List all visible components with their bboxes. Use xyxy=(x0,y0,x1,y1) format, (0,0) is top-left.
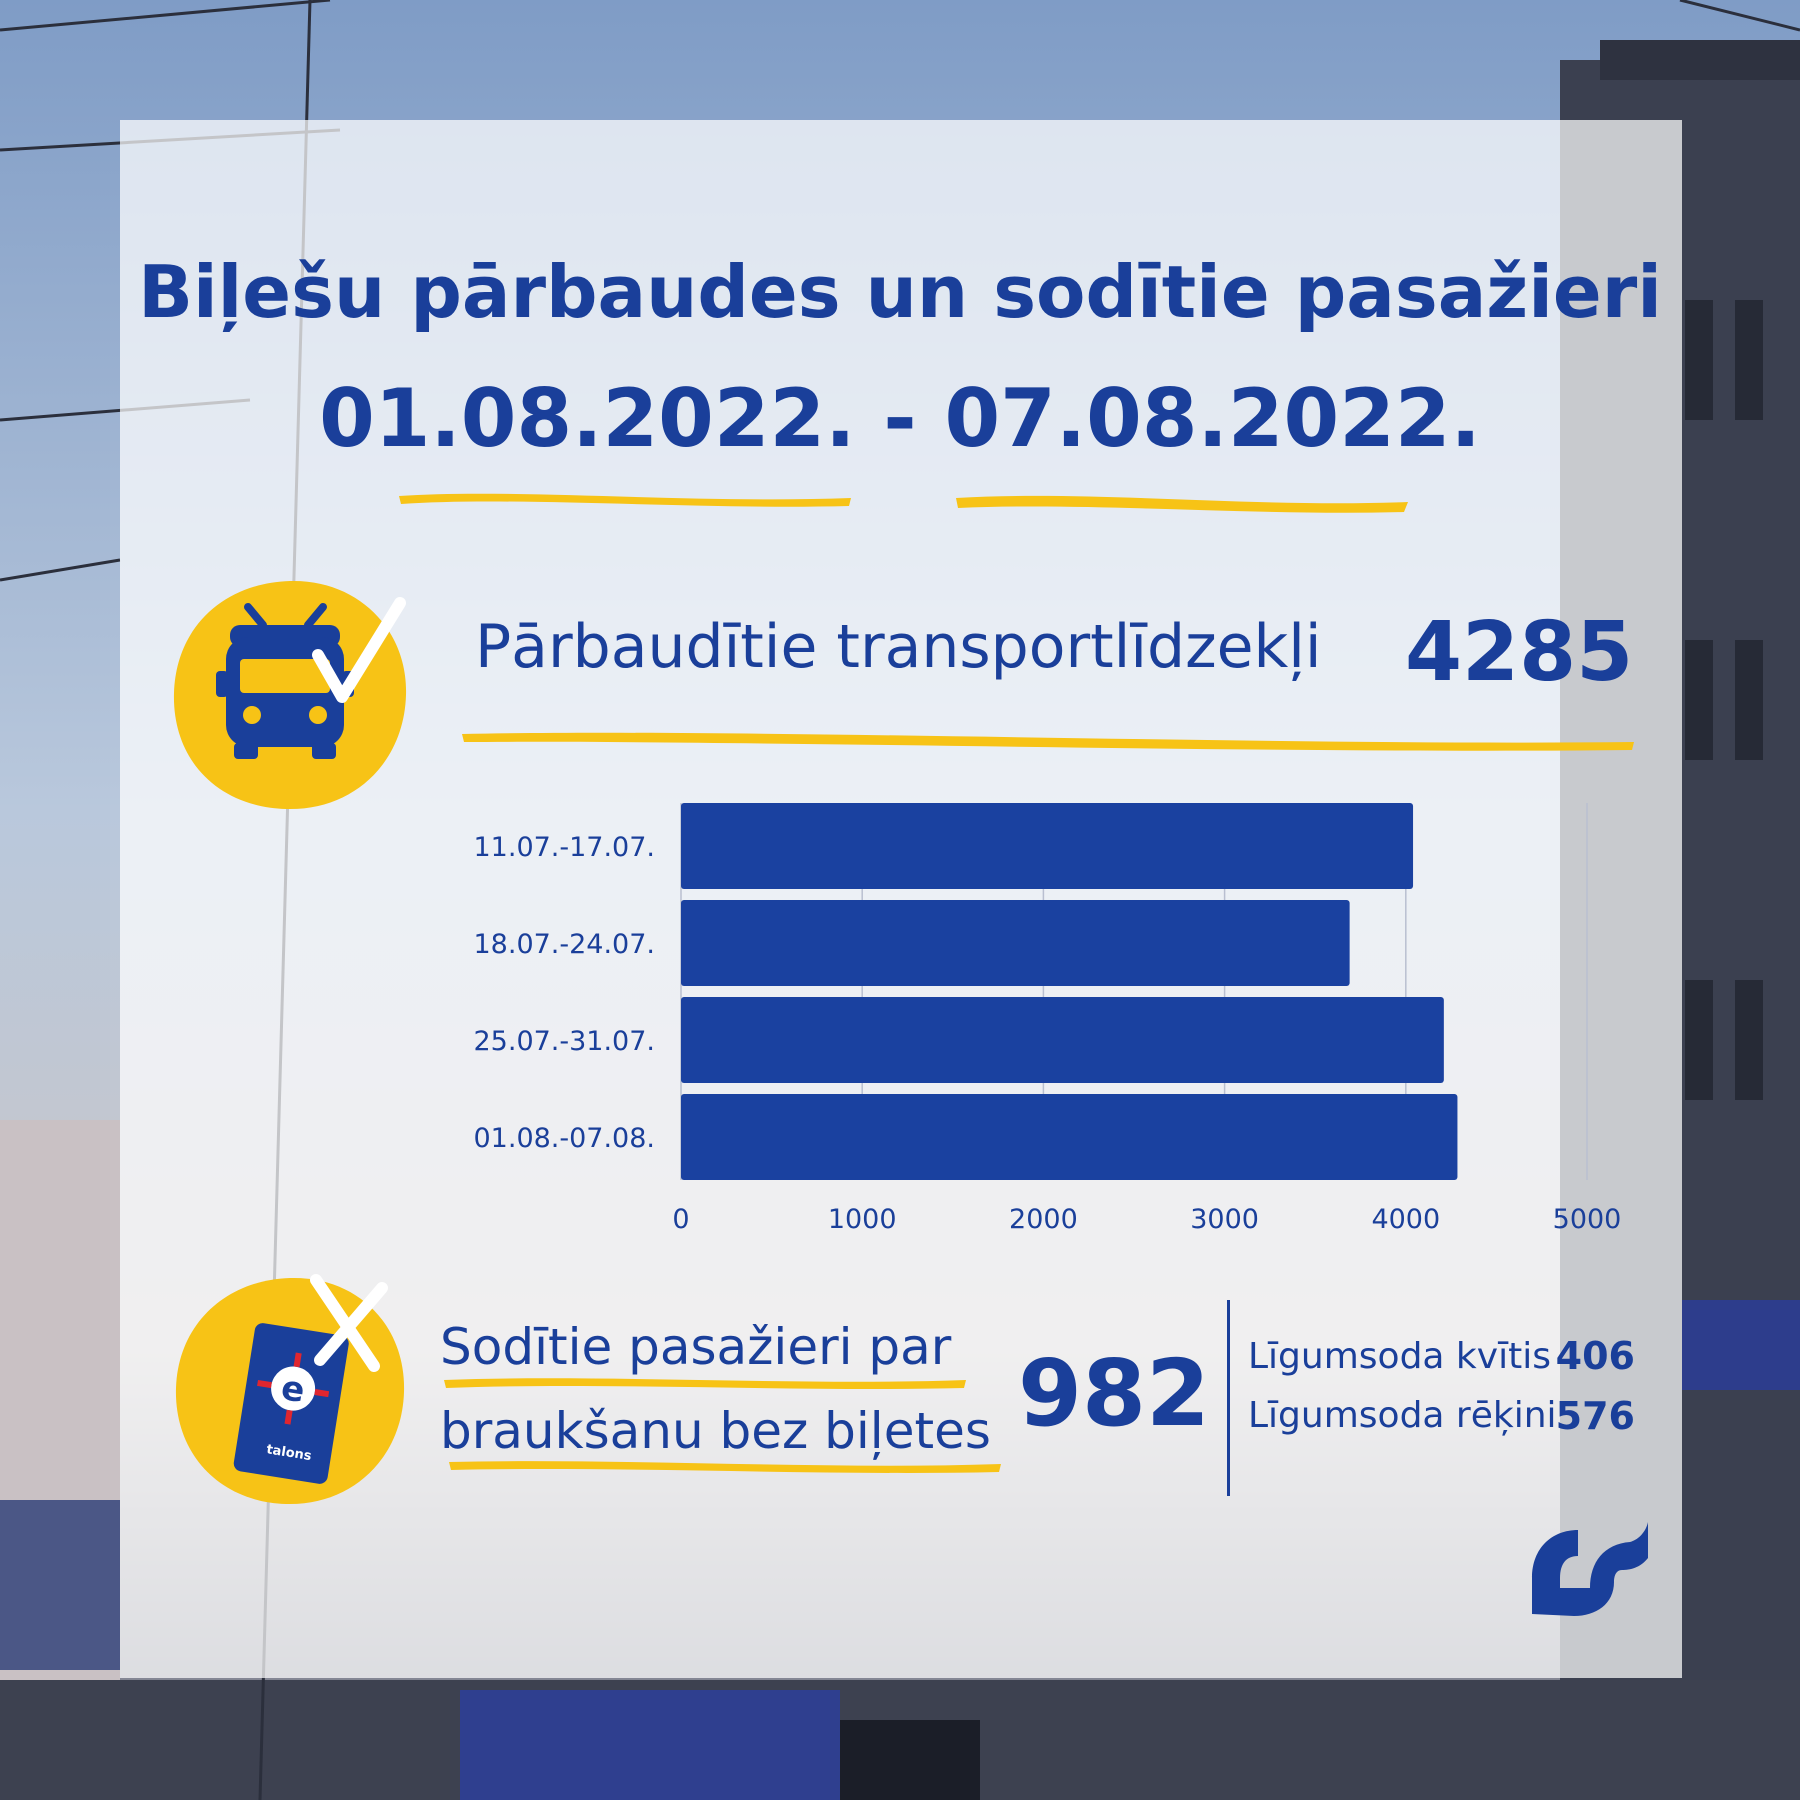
fined-label-line1: Sodītie pasažieri par xyxy=(440,1318,952,1376)
date-underline-right xyxy=(956,495,1408,513)
x-tick-label: 2000 xyxy=(1009,1204,1078,1235)
check-icon xyxy=(312,597,406,703)
bar xyxy=(681,900,1350,986)
category-label: 01.08.-07.08. xyxy=(474,1123,656,1154)
cross-icon xyxy=(310,1274,388,1372)
x-tick-label: 4000 xyxy=(1371,1204,1440,1235)
breakdown-invoices-label: Līgumsoda rēķini xyxy=(1248,1395,1557,1436)
bar xyxy=(681,1094,1458,1180)
inspected-underline xyxy=(462,732,1634,751)
bar xyxy=(681,803,1414,889)
vehicle-check-badge xyxy=(173,580,407,810)
trolleybus-icon xyxy=(216,603,354,759)
vehicles-bar-chart: 11.07.-17.07. 18.07.-24.07. 25.07.-31.07. 0… xyxy=(474,803,1622,1235)
x-tick-label: 3000 xyxy=(1190,1204,1259,1235)
fined-label-line2: braukšanu bez biļetes xyxy=(440,1402,991,1460)
x-tick-label: 5000 xyxy=(1553,1204,1622,1235)
inspected-vehicles-value: 4285 xyxy=(1405,605,1634,700)
page-title: Biļešu pārbaudes un sodītie pasažieri xyxy=(138,250,1662,334)
card-text: talons xyxy=(265,1442,312,1464)
inspected-vehicles-label: Pārbaudītie transportlīdzekļi xyxy=(475,612,1322,682)
bar xyxy=(681,997,1444,1083)
category-label: 25.07.-31.07. xyxy=(474,1026,656,1057)
fined-underline-2 xyxy=(449,1461,1001,1473)
fined-total-value: 982 xyxy=(1018,1340,1211,1447)
breakdown-receipts-label: Līgumsoda kvītis xyxy=(1248,1336,1551,1377)
category-label: 11.07.-17.07. xyxy=(474,832,656,863)
category-label: 18.07.-24.07. xyxy=(474,929,656,960)
date-underline-left xyxy=(399,493,851,507)
fined-passengers-badge: e talons xyxy=(175,1274,405,1505)
fined-underline-1 xyxy=(444,1378,966,1389)
breakdown-divider xyxy=(1227,1300,1230,1496)
date-range: 01.08.2022. - 07.08.2022. xyxy=(319,372,1481,465)
breakdown-receipts-value: 406 xyxy=(1555,1334,1635,1378)
rigas-satiksme-logo xyxy=(1532,1522,1648,1616)
breakdown-invoices-value: 576 xyxy=(1555,1394,1635,1438)
x-tick-label: 0 xyxy=(672,1204,689,1235)
x-tick-label: 1000 xyxy=(828,1204,897,1235)
